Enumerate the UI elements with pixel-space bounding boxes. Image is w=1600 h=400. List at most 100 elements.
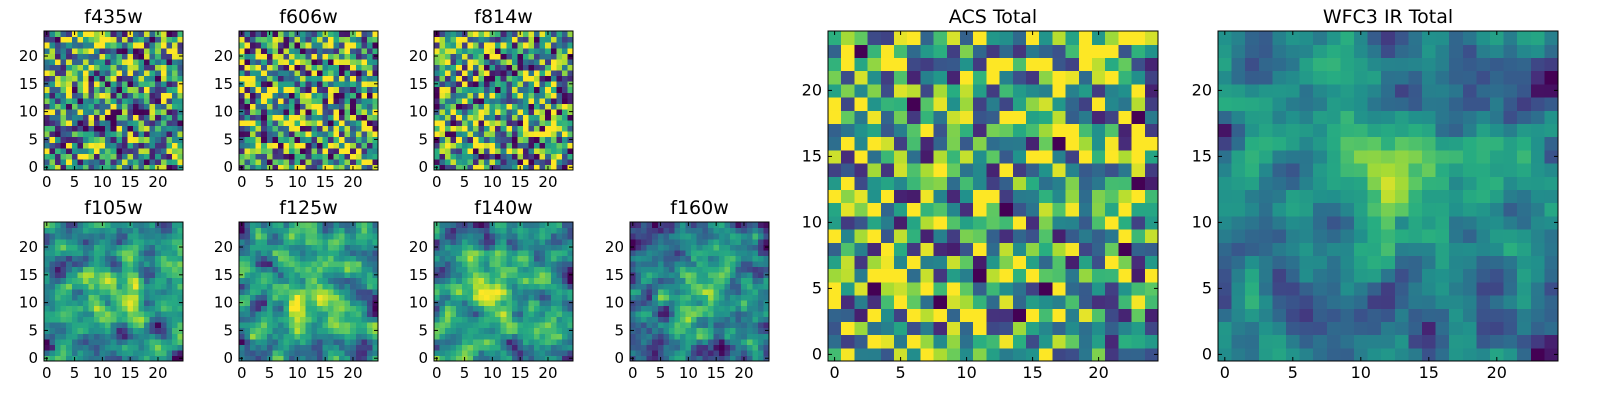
heatmap-cell bbox=[461, 131, 468, 138]
heatmap-cell bbox=[556, 260, 563, 268]
heatmap-cell bbox=[355, 233, 362, 240]
heatmap-cell bbox=[121, 125, 128, 132]
heatmap-cell bbox=[316, 125, 323, 132]
heatmap-cell bbox=[244, 355, 251, 362]
heatmap-cell bbox=[250, 283, 257, 290]
heatmap-cell bbox=[450, 153, 457, 160]
heatmap-cell bbox=[261, 103, 268, 110]
heatmap-cell bbox=[355, 103, 362, 110]
heatmap-cell bbox=[166, 64, 173, 71]
heatmap-cell bbox=[149, 222, 156, 229]
heatmap-cell bbox=[327, 36, 335, 43]
heatmap-cell bbox=[652, 327, 659, 334]
heatmap-cell bbox=[350, 299, 357, 306]
heatmap-cell bbox=[344, 47, 351, 54]
heatmap-cell bbox=[144, 233, 151, 240]
heatmap-cell bbox=[567, 64, 574, 71]
heatmap-cell bbox=[255, 47, 262, 54]
heatmap-cell bbox=[1131, 202, 1146, 217]
heatmap-cell bbox=[500, 69, 507, 77]
heatmap-cell bbox=[641, 272, 648, 279]
heatmap-cell bbox=[973, 215, 987, 230]
heatmap-cell bbox=[160, 344, 167, 351]
heatmap-cell bbox=[149, 64, 156, 71]
heatmap-cell bbox=[49, 131, 56, 138]
heatmap-cell bbox=[316, 119, 323, 127]
heatmap-cell bbox=[77, 244, 84, 251]
heatmap-cell bbox=[127, 272, 134, 279]
heatmap-cell bbox=[261, 333, 268, 340]
heatmap-cell bbox=[489, 322, 496, 329]
heatmap-cell bbox=[160, 86, 167, 93]
heatmap-cell bbox=[663, 344, 670, 351]
heatmap-cell bbox=[160, 249, 167, 256]
heatmap-cell bbox=[350, 36, 357, 43]
heatmap-cell bbox=[545, 125, 552, 132]
heatmap-cell bbox=[350, 333, 357, 340]
heatmap-cell bbox=[456, 338, 463, 345]
heatmap-cell bbox=[1012, 255, 1027, 270]
heatmap-cell bbox=[66, 53, 73, 60]
heatmap-cell bbox=[255, 338, 262, 345]
heatmap-cell bbox=[339, 260, 346, 268]
heatmap-cell bbox=[880, 176, 895, 190]
heatmap-cell bbox=[149, 305, 156, 312]
heatmap-cell bbox=[713, 244, 720, 251]
heatmap-cell bbox=[973, 176, 987, 190]
heatmap-cell bbox=[355, 222, 362, 229]
heatmap-cell bbox=[132, 142, 140, 149]
heatmap-cell bbox=[155, 147, 162, 154]
heatmap-cell bbox=[696, 249, 703, 256]
heatmap-cell bbox=[522, 344, 530, 351]
heatmap-cell bbox=[1026, 255, 1040, 270]
heatmap-cell bbox=[652, 355, 659, 362]
heatmap-cell bbox=[450, 222, 457, 229]
heatmap-cell bbox=[261, 255, 268, 262]
heatmap-cell bbox=[366, 119, 374, 127]
heatmap-cell bbox=[305, 238, 312, 245]
heatmap-cell bbox=[160, 125, 167, 132]
heatmap-cell bbox=[489, 47, 496, 54]
heatmap-cell bbox=[506, 238, 513, 245]
heatmap-cell bbox=[456, 355, 463, 362]
heatmap-cell bbox=[741, 316, 748, 323]
heatmap-cell bbox=[300, 260, 307, 268]
heatmap-cell bbox=[545, 86, 552, 93]
heatmap-cell bbox=[652, 283, 659, 290]
heatmap-cell bbox=[305, 322, 312, 329]
heatmap-cell bbox=[663, 266, 670, 273]
heatmap-cell bbox=[171, 294, 179, 301]
heatmap-cell bbox=[635, 305, 642, 312]
heatmap-cell bbox=[344, 164, 351, 171]
heatmap-cell bbox=[350, 97, 357, 104]
heatmap-cell bbox=[316, 283, 323, 290]
heatmap-cell bbox=[534, 42, 541, 49]
heatmap-cell bbox=[82, 344, 90, 351]
heatmap-cell bbox=[350, 114, 357, 121]
heatmap-cell bbox=[105, 333, 112, 340]
heatmap-cell bbox=[867, 163, 882, 177]
heatmap-cell bbox=[155, 64, 162, 71]
heatmap-cell bbox=[372, 288, 379, 295]
heatmap-cell bbox=[60, 349, 67, 357]
heatmap-cell bbox=[333, 299, 340, 306]
heatmap-cell bbox=[121, 158, 128, 166]
heatmap-cell bbox=[556, 266, 563, 273]
heatmap-cell bbox=[88, 272, 95, 279]
heatmap-cell bbox=[155, 42, 162, 49]
heatmap-cell bbox=[561, 136, 569, 143]
heatmap-cell bbox=[239, 260, 246, 268]
heatmap-cell bbox=[646, 277, 653, 284]
heatmap-cell bbox=[88, 131, 95, 138]
heatmap-cell bbox=[160, 42, 167, 49]
heatmap-cell bbox=[450, 92, 457, 99]
heatmap-cell bbox=[506, 305, 513, 312]
heatmap-cell bbox=[691, 349, 698, 357]
heatmap-cell bbox=[696, 227, 703, 234]
heatmap-cell bbox=[550, 260, 557, 268]
heatmap-cell bbox=[71, 227, 78, 234]
heatmap-cell bbox=[550, 58, 557, 65]
heatmap-cell bbox=[55, 103, 62, 110]
heatmap-cell bbox=[478, 355, 485, 362]
heatmap-cell bbox=[550, 36, 557, 43]
